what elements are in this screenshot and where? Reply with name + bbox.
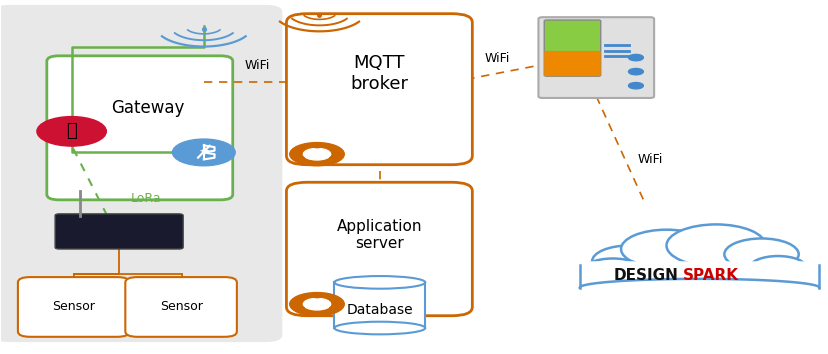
Circle shape (628, 68, 643, 75)
FancyBboxPatch shape (286, 182, 472, 316)
Circle shape (303, 148, 330, 160)
Circle shape (724, 239, 797, 270)
FancyBboxPatch shape (46, 56, 233, 200)
FancyBboxPatch shape (286, 14, 472, 165)
FancyBboxPatch shape (537, 17, 653, 98)
Text: WiFi: WiFi (244, 59, 270, 72)
Text: Sensor: Sensor (52, 301, 95, 313)
Text: LoRa: LoRa (131, 192, 161, 205)
Circle shape (37, 116, 106, 146)
Circle shape (620, 230, 711, 268)
Circle shape (330, 156, 338, 160)
Text: WiFi: WiFi (637, 153, 662, 166)
Circle shape (296, 307, 304, 310)
Circle shape (290, 143, 344, 166)
Circle shape (172, 139, 235, 166)
FancyBboxPatch shape (0, 5, 282, 342)
Circle shape (312, 294, 321, 298)
Circle shape (312, 144, 321, 148)
Text: 🍓: 🍓 (66, 122, 77, 140)
Circle shape (666, 224, 765, 267)
FancyBboxPatch shape (55, 214, 183, 249)
Text: SPARK: SPARK (682, 268, 738, 283)
Text: MQTT
broker: MQTT broker (350, 54, 408, 93)
Circle shape (290, 292, 344, 316)
Circle shape (628, 55, 643, 61)
Circle shape (580, 258, 643, 285)
FancyBboxPatch shape (575, 261, 822, 289)
Circle shape (296, 156, 304, 160)
FancyBboxPatch shape (18, 277, 129, 337)
Ellipse shape (334, 276, 425, 289)
Circle shape (330, 307, 338, 310)
FancyBboxPatch shape (543, 20, 600, 76)
Text: ✦: ✦ (198, 145, 209, 159)
Circle shape (749, 256, 806, 281)
Text: Database: Database (346, 303, 412, 317)
FancyBboxPatch shape (125, 277, 237, 337)
FancyBboxPatch shape (543, 51, 600, 76)
Text: WiFi: WiFi (484, 52, 509, 65)
Text: Gateway: Gateway (111, 99, 185, 117)
Text: DESIGN: DESIGN (614, 268, 678, 283)
Circle shape (628, 82, 643, 89)
Text: Application
server: Application server (336, 219, 421, 251)
Text: Sensor: Sensor (160, 301, 202, 313)
Polygon shape (334, 282, 425, 328)
Circle shape (303, 298, 330, 310)
Circle shape (591, 245, 666, 277)
Ellipse shape (334, 322, 425, 334)
